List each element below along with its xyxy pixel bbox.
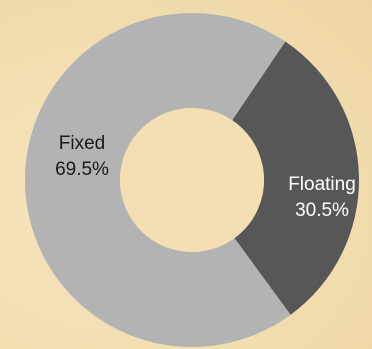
slice-label-fixed: Fixed: [59, 133, 105, 154]
donut-labels: Fixed 69.5% Floating 30.5%: [55, 133, 356, 221]
slice-value-fixed: 69.5%: [55, 159, 109, 180]
slice-floating: [232, 41, 359, 315]
slice-value-floating: 30.5%: [295, 200, 349, 221]
slice-fixed: [25, 12, 291, 347]
donut-slices: [25, 12, 359, 347]
slice-label-floating: Floating: [288, 174, 356, 195]
donut-hole: [120, 108, 264, 252]
